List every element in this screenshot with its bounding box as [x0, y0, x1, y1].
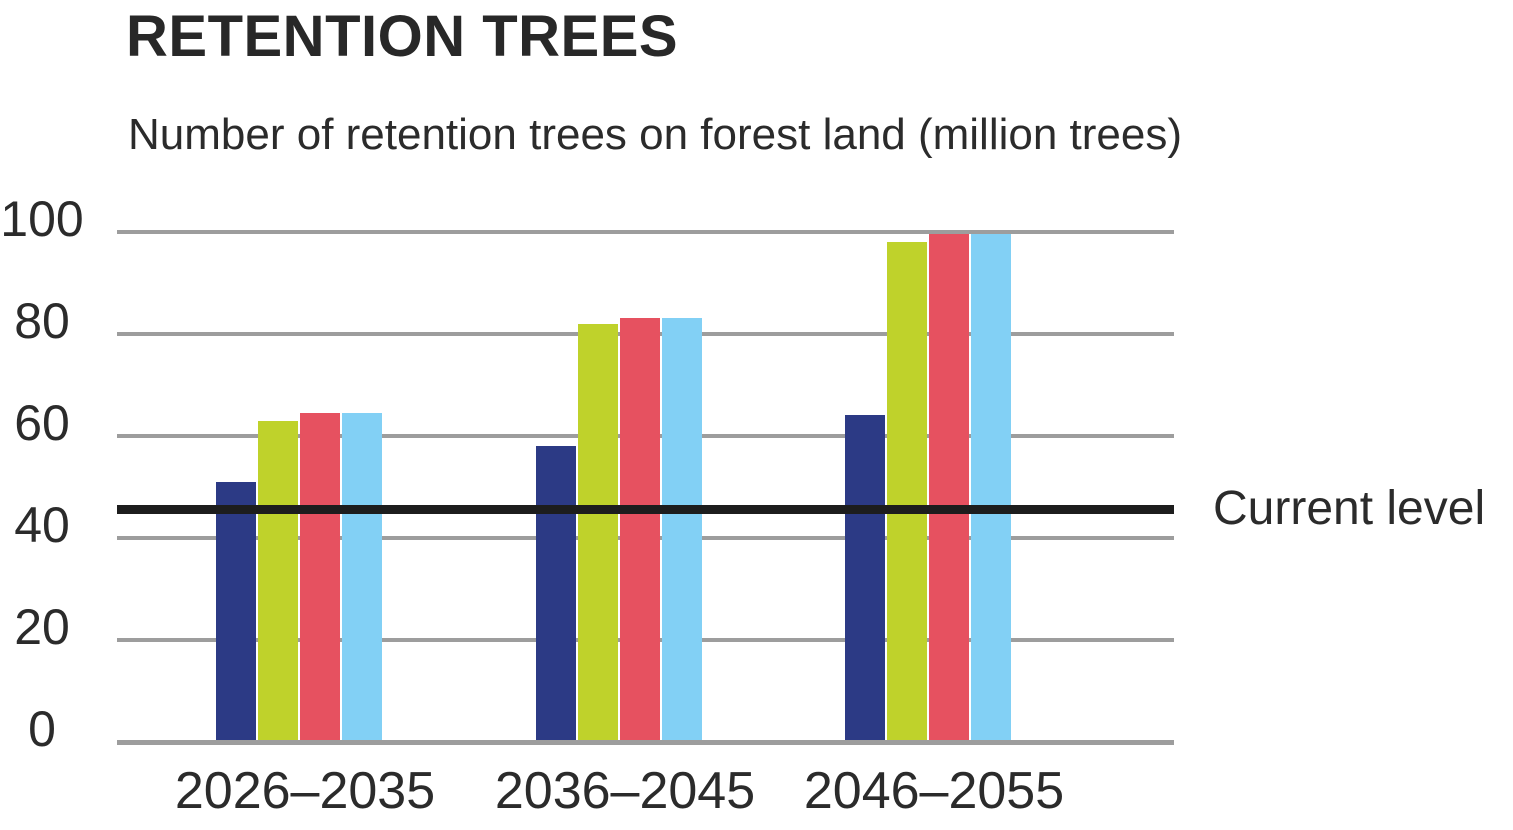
yellow-green-bar-series — [887, 242, 927, 744]
red-bar-series — [620, 318, 660, 744]
y-tick-label-100: 100 — [0, 191, 84, 247]
x-axis-line — [117, 740, 1174, 745]
light-blue-bar-series — [662, 318, 702, 744]
dark-blue-bar-series — [216, 482, 256, 744]
x-category-label: 2036–2045 — [494, 762, 756, 820]
yellow-green-bar-series — [258, 421, 298, 744]
y-tick-label-40: 40 — [14, 497, 70, 553]
x-category-label: 2046–2055 — [803, 762, 1065, 820]
chart-title: RETENTION TREES — [126, 4, 679, 69]
red-bar-series — [300, 413, 340, 744]
x-category-label: 2026–2035 — [174, 762, 436, 820]
chart-subtitle: Number of retention trees on forest land… — [128, 110, 1183, 159]
yellow-green-bar-series — [578, 324, 618, 744]
y-tick-label-80: 80 — [14, 293, 70, 349]
dark-blue-bar-series — [536, 446, 576, 744]
current-level-line — [117, 505, 1174, 514]
light-blue-bar-series — [971, 234, 1011, 744]
y-tick-label-20: 20 — [14, 599, 70, 655]
dark-blue-bar-series — [845, 415, 885, 744]
red-bar-series — [929, 234, 969, 744]
y-tick-label-60: 60 — [14, 395, 70, 451]
y-tick-label-0: 0 — [28, 701, 56, 757]
gridline-100 — [117, 230, 1174, 234]
light-blue-bar-series — [342, 413, 382, 744]
current-level-label: Current level — [1213, 482, 1486, 535]
